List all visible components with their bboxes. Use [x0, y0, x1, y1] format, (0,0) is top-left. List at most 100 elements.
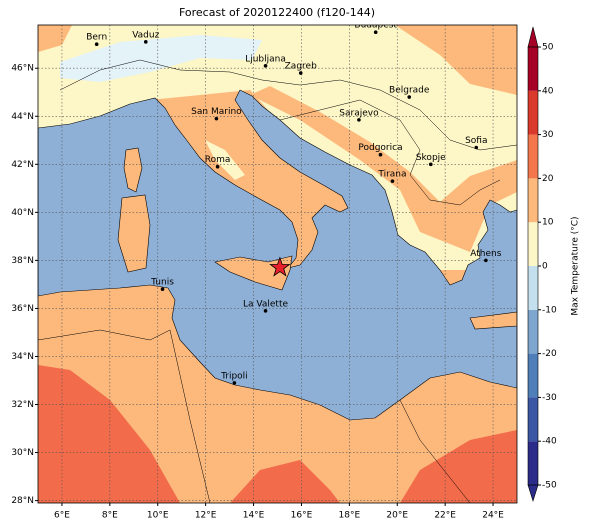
border [59, 59, 517, 151]
city-dot [378, 152, 383, 157]
city-label: Tirana [377, 170, 406, 180]
colorbar-band [528, 266, 538, 310]
y-tick-label: 34°N [11, 352, 34, 362]
city-dot [263, 309, 268, 313]
africa-hot [38, 365, 180, 503]
colorbar-band [528, 309, 538, 354]
axes: 6°E 8°E 10°E 12°E 14°E 16°E 18°E 20°E 22°E 24°E 28… [11, 64, 504, 521]
colorbar-tick-label: -20 [542, 349, 557, 359]
y-tick-label: 40°N [11, 208, 34, 218]
x-tick-label: 10°E [147, 511, 169, 521]
map-frame [37, 24, 518, 504]
city-dot [428, 162, 433, 167]
land-warm [395, 25, 517, 95]
city-label: Podgorica [358, 143, 402, 153]
y-tick-label: 46°N [11, 64, 34, 74]
city-label: Athens [470, 249, 501, 259]
alps-cold [60, 35, 262, 82]
city-dot [215, 164, 220, 169]
africa-hot [400, 430, 517, 503]
colorbar-tick-label: -50 [542, 481, 557, 491]
city-dot [357, 118, 361, 122]
city-label: Skopje [416, 153, 446, 163]
x-tick-label: 16°E [291, 511, 313, 521]
colorbar-extend-bottom [527, 484, 539, 503]
italy-warm [150, 90, 352, 282]
y-tick-label: 28°N [11, 496, 34, 506]
sardinia [117, 194, 151, 273]
y-tick-label: 42°N [11, 160, 34, 170]
city-dot [94, 42, 99, 47]
city-dot [407, 95, 412, 99]
y-tick-label: 30°N [11, 448, 34, 458]
x-tick-label: 22°E [434, 511, 456, 521]
city-dot [373, 30, 378, 35]
x-tick-label: 8°E [102, 511, 118, 521]
colorbar-tick-label: -30 [542, 393, 557, 403]
colorbar-tick-label: 40 [542, 86, 554, 96]
grid [38, 25, 517, 503]
city-label: Zagreb [285, 62, 317, 72]
colorbar-tick-label: 30 [542, 130, 554, 140]
title: Forecast of 2020122400 (f120-144) [179, 6, 375, 19]
colorbar-tick-label: 50 [542, 43, 554, 53]
city-label: Sarajevo [339, 108, 379, 118]
colorbar-band [528, 441, 538, 485]
colorbar-tick-label: 10 [542, 218, 554, 228]
city-dot [263, 64, 268, 68]
colorbar-tick-label: -10 [542, 305, 557, 315]
crete [469, 311, 517, 330]
colorbar: -50 -40 -30 -20 -10 0 10 20 30 40 50 [527, 26, 557, 503]
city-label: Bern [86, 33, 107, 43]
y-tick-label: 44°N [11, 112, 34, 122]
city-dot [232, 381, 237, 385]
y-tick-label: 38°N [11, 256, 34, 266]
colorbar-band [528, 178, 538, 223]
colorbar-tick-label: 20 [542, 174, 554, 184]
city-label: Sofia [465, 136, 487, 146]
apennines [205, 140, 245, 180]
city-label: Tripoli [220, 371, 248, 381]
city-label: La Valette [243, 299, 288, 309]
colorbar-band [528, 222, 538, 266]
city-label: San Marino [191, 107, 242, 117]
colorbar-band [528, 90, 538, 135]
colorbar-label: Max Temperature (°C) [571, 216, 581, 315]
y-tick-label: 36°N [11, 304, 34, 314]
x-tick-label: 14°E [243, 511, 265, 521]
africa-hot [230, 460, 340, 503]
city-dot [390, 179, 395, 183]
x-tick-label: 24°E [482, 511, 504, 521]
city-label: Tunis [150, 278, 174, 288]
colorbar-extend-top [527, 26, 539, 48]
y-tick-label: 32°N [11, 400, 34, 410]
colorbar-band [528, 134, 538, 179]
colorbar-band [528, 397, 538, 442]
city-dot [143, 40, 148, 44]
x-tick-label: 6°E [54, 511, 70, 521]
colorbar-band [528, 47, 538, 91]
city-dot [298, 71, 303, 75]
land-warm [38, 25, 72, 52]
city-dot [484, 258, 488, 263]
balkans-warm [250, 86, 517, 252]
city-dot [160, 287, 165, 292]
city-label: Roma [205, 155, 231, 165]
city-label: Budapest [354, 21, 397, 31]
x-tick-label: 12°E [195, 511, 217, 521]
border [38, 329, 211, 503]
city-label: Vaduz [132, 30, 159, 40]
corsica [123, 147, 143, 193]
colorbar-tick-label: 0 [542, 262, 548, 272]
city-dot [474, 145, 479, 150]
x-tick-label: 18°E [339, 511, 361, 521]
x-tick-label: 20°E [386, 511, 408, 521]
city-label: Ljubljana [245, 54, 286, 64]
city-dot [214, 116, 219, 121]
border [399, 399, 471, 503]
colorbar-tick-label: -40 [542, 437, 557, 447]
